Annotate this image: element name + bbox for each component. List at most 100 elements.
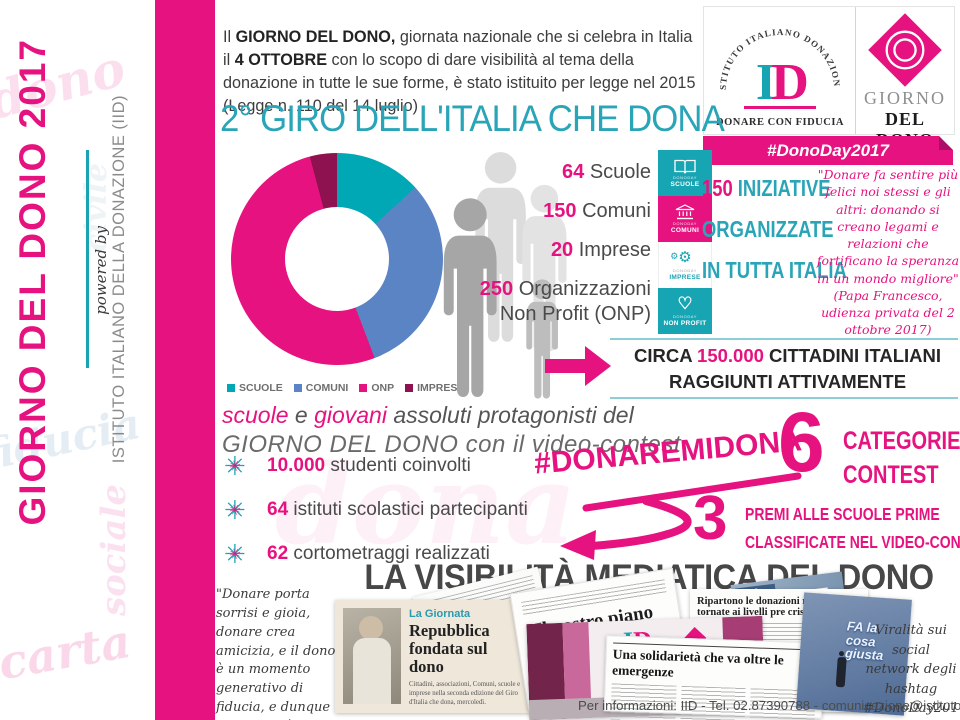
legend-swatch [293, 384, 302, 392]
section-title-giro: 2° GIRO DELL'ITALIA CHE DONA [220, 98, 725, 139]
teal-divider-line [610, 338, 958, 340]
initiatives-line1: 150 INIZIATIVE [702, 168, 831, 209]
stat-label: Non Profit (ONP) [499, 303, 651, 325]
bullet-text: 64 istituti scolastici partecipanti [267, 499, 528, 521]
star-bullet-icon: ✳ ✳ [224, 495, 246, 525]
star-bullet-icon: ✳ ✳ [224, 539, 246, 569]
initiatives-line2: ORGANIZZATE [702, 216, 834, 242]
intro-bold-date: 4 OTTOBRE [234, 51, 328, 70]
intro-paragraph: Il GIORNO DEL DONO, giornata nazionale c… [223, 26, 703, 118]
bullet-label: cortometraggi realizzati [293, 543, 490, 564]
stats-list: 64 Scuole 150 Comuni 20 Imprese 250 Orga… [463, 160, 651, 341]
powered-by-label: powered by [92, 226, 110, 315]
heart-icon: ♡ [677, 294, 693, 313]
clipping-headline: Repubblica fondata sul dono [409, 621, 490, 676]
prizes-line: PREMI ALLE SCUOLE PRIME [745, 504, 940, 524]
newspaper-clipping-repubblica: La Giornata Repubblica fondata sul dono … [335, 600, 532, 713]
pope-quote-attribution: (Papa Francesco, udienza privata del 2 o… [821, 287, 955, 338]
badge-category: SCUOLE [670, 180, 700, 188]
reach-text: CITTADINI ITALIANI [763, 345, 942, 366]
book-icon [674, 159, 696, 174]
initiatives-block: 150 INIZIATIVE ORGANIZZATE IN TUTTA ITAL… [702, 168, 847, 291]
bullet-label: studenti coinvolti [330, 455, 471, 476]
legend-label: ONP [371, 382, 395, 394]
donoday-ribbon: #DonoDay2017 [703, 136, 953, 165]
protagonists-text: assoluti protagonisti del [386, 402, 634, 428]
protagonists-highlight: scuole [222, 402, 289, 428]
intro-text: con lo scopo di dare visibilità al tema … [223, 51, 696, 116]
person-icon [835, 656, 847, 688]
pope-quote: "Donare fa sentire più felici noi stessi… [816, 166, 960, 339]
initiatives-value: 150 [702, 175, 733, 201]
initiatives-word: INIZIATIVE [732, 175, 831, 201]
bullet-text: 62 cortometraggi realizzati [267, 543, 490, 565]
gdd-logo-line1: GIORNO [864, 88, 946, 108]
badge-brand: DONODAY [672, 174, 698, 180]
bullet-text: 10.000 studenti coinvolti [267, 455, 471, 477]
badge-brand: DONODAY [672, 314, 698, 319]
main-content: Il GIORNO DEL DONO, giornata nazionale c… [215, 0, 960, 720]
legend-item: SCUOLE [227, 382, 283, 394]
badge-non-profit: ♡ DONODAY NON PROFIT [658, 288, 712, 334]
stat-value: 20 [550, 239, 574, 261]
iid-tagline: DONARE CON FIDUCIA [716, 117, 844, 128]
intro-text: Il [223, 28, 236, 47]
stat-label: Imprese [578, 239, 651, 261]
background-watermark: carta [0, 613, 135, 691]
reach-statement: CIRCA 150.000 CITTADINI ITALIANI RAGGIUN… [620, 343, 955, 395]
prizes-count: 3 [693, 484, 728, 553]
stat-value: 150 [543, 200, 577, 222]
bullet-studenti: ✳ ✳ 10.000 studenti coinvolti [224, 452, 564, 480]
badge-brand: DONODAY [672, 221, 698, 226]
clipping-kicker: La Giornata [409, 608, 471, 620]
donoday-hashtag: #DonoDay2017 [767, 141, 889, 160]
organization-name-vertical: ISTITUTO ITALIANO DELLA DONAZIONE (IID) [110, 95, 128, 464]
giorno-del-dono-logo: GIORNO DEL DONO [856, 7, 954, 150]
badge-imprese: ⚙ ⚙ DONODAY IMPRESE [658, 242, 712, 288]
stat-label: Organizzazioni [518, 278, 651, 300]
badge-comuni: DONODAY COMUNI [658, 196, 712, 242]
bullet-value: 10.000 [267, 455, 326, 476]
iid-monogram-i: I [756, 54, 776, 111]
bullet-istituti: ✳ ✳ 64 istituti scolastici partecipanti [224, 496, 564, 524]
reach-text: CIRCA [633, 345, 698, 366]
stat-imprese: 20 Imprese [463, 238, 651, 263]
social-virality-note: Viralità sui social network degli hashta… [863, 623, 960, 716]
categories-count: 6 [778, 395, 825, 489]
legend-label: IMPRESE [417, 382, 465, 394]
badge-brand: DONODAY [672, 268, 698, 273]
protagonists-line2: GIORNO DEL DONO con il video-contest [222, 430, 682, 458]
bullet-label: istituti scolastici partecipanti [293, 499, 528, 520]
intro-bold-event-name: GIORNO DEL DONO, [235, 28, 396, 47]
legend-item: IMPRESE [405, 382, 464, 394]
stat-comuni: 150 Comuni [463, 199, 651, 224]
category-badges: DONODAY SCUOLE DONODAY COMUNI ⚙ ⚙ DONODAY… [658, 150, 712, 334]
bullet-value: 64 [267, 499, 289, 520]
stat-label: Comuni [582, 200, 651, 222]
iid-underline [744, 106, 816, 109]
prizes-line: CLASSIFICATE NEL VIDEO-CONTEST [745, 532, 960, 552]
categories-word: CATEGORIE [843, 427, 960, 455]
categories-labels: CATEGORIE CONTEST [843, 424, 960, 492]
background-watermark: sociale [94, 483, 135, 617]
right-arrow-icon [545, 346, 615, 386]
badge-category: NON PROFIT [663, 320, 707, 327]
legend-swatch [227, 384, 235, 392]
stat-onp: 250 Organizzazioni Non Profit (ONP) [463, 277, 651, 327]
legend-item: COMUNI [293, 382, 349, 394]
clipping-headline: Una solidarietà che va oltre le emergenz… [611, 642, 818, 686]
legend-swatch [405, 384, 414, 392]
stat-scuole: 64 Scuole [463, 160, 651, 185]
video-contest-stats: ✳ ✳ 10.000 studenti coinvolti ✳ ✳ 64 istit… [224, 452, 564, 584]
initiatives-line3: IN TUTTA ITALIA [702, 257, 847, 283]
star-bullet-icon: ✳ ✳ [224, 451, 246, 481]
badge-category: COMUNI [670, 227, 700, 234]
clipping-headline: Ripartono le donazioni nel 2016 tornate … [697, 596, 840, 618]
reach-value: 150.000 [697, 345, 764, 366]
legend-swatch [359, 384, 368, 392]
intro-text: giornata nazionale che si celebra in Ita… [223, 28, 693, 70]
legend-label: COMUNI [305, 382, 349, 394]
teal-divider-line [610, 397, 958, 399]
protagonists-statement: scuole e giovani assoluti protagonisti d… [222, 401, 681, 460]
